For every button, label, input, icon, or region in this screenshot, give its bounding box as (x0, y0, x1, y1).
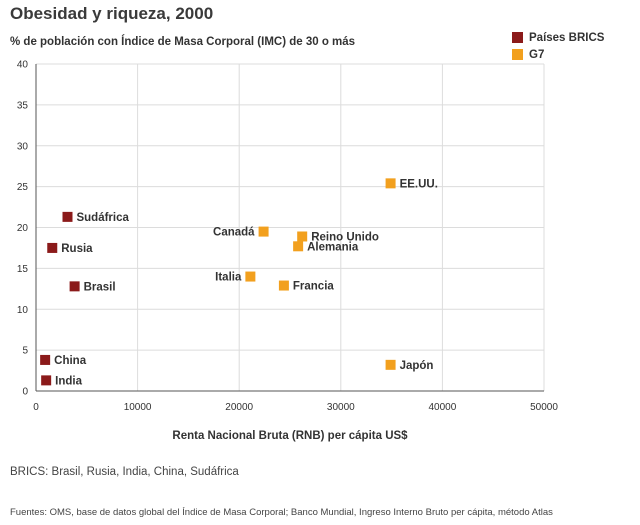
y-tick-label: 30 (17, 141, 29, 152)
legend-swatch-brics (512, 32, 523, 43)
point-marker (258, 226, 269, 237)
grid (36, 63, 545, 391)
x-tick-label: 0 (33, 402, 39, 413)
x-tick-label: 30000 (327, 402, 355, 413)
tick-labels: 0 5 10 15 20 25 30 35 40 0 10000 20000 30000 40000 500… (17, 60, 558, 414)
y-tick-label: 10 (17, 305, 29, 316)
point-label: Italia (215, 272, 242, 284)
x-tick-label: 20000 (225, 402, 253, 413)
x-tick-label: 50000 (530, 402, 558, 413)
y-tick-label: 0 (22, 387, 28, 398)
x-axis-title: Renta Nacional Bruta (RNB) per cápita US… (172, 430, 408, 442)
point-marker (385, 178, 396, 189)
point-marker (385, 359, 396, 370)
point-label: Alemania (307, 241, 359, 253)
point-marker (47, 242, 58, 253)
legend-item-brics: Países BRICS (512, 29, 604, 46)
point-label: China (54, 355, 87, 367)
legend-item-g7: G7 (512, 46, 604, 63)
brics-note: BRICS: Brasil, Rusia, India, China, Sudá… (10, 466, 239, 478)
point-label: Francia (293, 281, 335, 293)
source-note: Fuentes: OMS, base de datos global del Í… (10, 507, 553, 518)
legend: Países BRICS G7 (512, 29, 604, 63)
chart-title: Obesidad y riqueza, 2000 (10, 4, 214, 23)
chart-subtitle: % de población con Índice de Masa Corpor… (10, 36, 356, 48)
y-tick-label: 40 (17, 60, 29, 71)
point-marker (278, 280, 289, 291)
point-label: Reino Unido (311, 231, 379, 243)
x-tick-label: 10000 (124, 402, 152, 413)
point-marker (62, 211, 73, 222)
point-label: Japón (400, 360, 434, 372)
point-label: India (55, 375, 82, 387)
y-tick-label: 35 (17, 100, 29, 111)
point-marker (297, 231, 308, 242)
y-tick-label: 20 (17, 223, 29, 234)
x-tick-label: 40000 (428, 402, 456, 413)
data-points: Sudáfrica Rusia Brasil China India EE.UU. Cana… (40, 178, 438, 387)
point-label: Canadá (213, 227, 255, 239)
y-tick-label: 25 (17, 182, 29, 193)
point-label: Brasil (84, 281, 116, 293)
legend-label-g7: G7 (529, 48, 545, 61)
point-marker (40, 354, 51, 365)
point-marker (69, 281, 80, 292)
axes (35, 64, 544, 392)
point-label: Rusia (61, 243, 93, 255)
point-label: EE.UU. (400, 178, 438, 190)
point-marker (245, 271, 256, 282)
y-tick-label: 5 (22, 346, 28, 357)
y-tick-label: 15 (17, 264, 29, 275)
point-label: Sudáfrica (76, 212, 129, 224)
legend-swatch-g7 (512, 49, 523, 60)
legend-label-brics: Países BRICS (529, 31, 605, 44)
point-marker (41, 375, 52, 386)
point-marker (293, 241, 304, 252)
